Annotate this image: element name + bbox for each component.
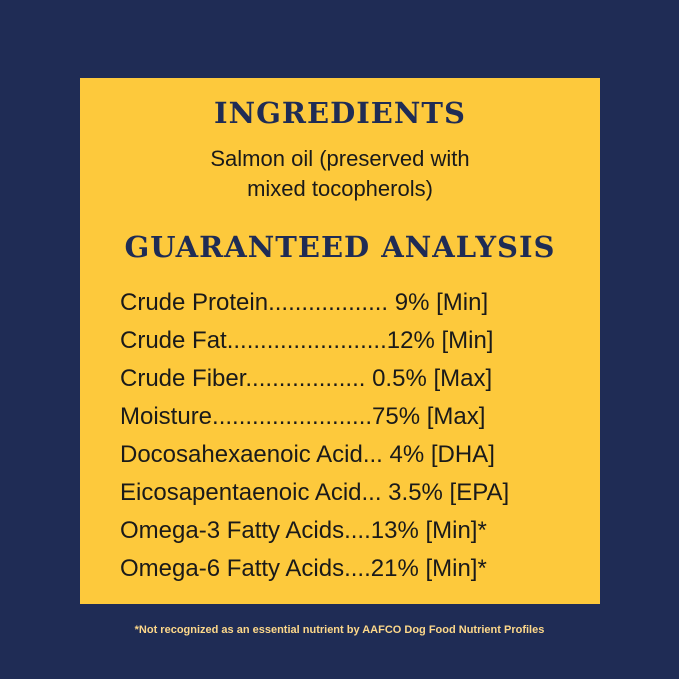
analysis-row: Omega-6 Fatty Acids....21% [Min]* [120, 555, 487, 582]
ingredients-line: mixed tocopherols) [247, 176, 433, 201]
analysis-row: Crude Fat........................12% [Mi… [120, 327, 494, 354]
analysis-row: Crude Protein.................. 9% [Min] [120, 289, 489, 316]
analysis-row: Eicosapentaenoic Acid... 3.5% [EPA] [120, 479, 510, 506]
ingredients-line: Salmon oil (preserved with [210, 146, 470, 171]
analysis-row: Crude Fiber.................. 0.5% [Max] [120, 365, 493, 392]
ingredients-heading: INGREDIENTS [214, 96, 466, 130]
ingredients-text: Salmon oil (preserved with mixed tocophe… [80, 144, 600, 204]
analysis-row: Docosahexaenoic Acid... 4% [DHA] [120, 441, 495, 468]
analysis-row: Omega-3 Fatty Acids....13% [Min]* [120, 517, 487, 544]
analysis-list: Crude Protein.................. 9% [Min]… [120, 284, 560, 588]
label-panel: INGREDIENTS Salmon oil (preserved with m… [80, 78, 600, 604]
footnote: *Not recognized as an essential nutrient… [134, 624, 545, 636]
analysis-row: Moisture........................75% [Max… [120, 403, 486, 430]
analysis-heading: GUARANTEED ANALYSIS [124, 230, 556, 264]
